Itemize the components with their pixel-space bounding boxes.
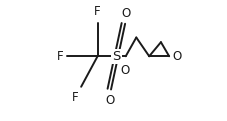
Text: S: S — [112, 50, 120, 63]
Text: O: O — [105, 94, 115, 107]
Text: O: O — [120, 64, 129, 77]
Text: F: F — [94, 4, 100, 18]
Text: F: F — [72, 91, 79, 104]
Text: O: O — [121, 7, 130, 20]
Text: O: O — [172, 50, 181, 63]
Text: F: F — [57, 50, 63, 63]
